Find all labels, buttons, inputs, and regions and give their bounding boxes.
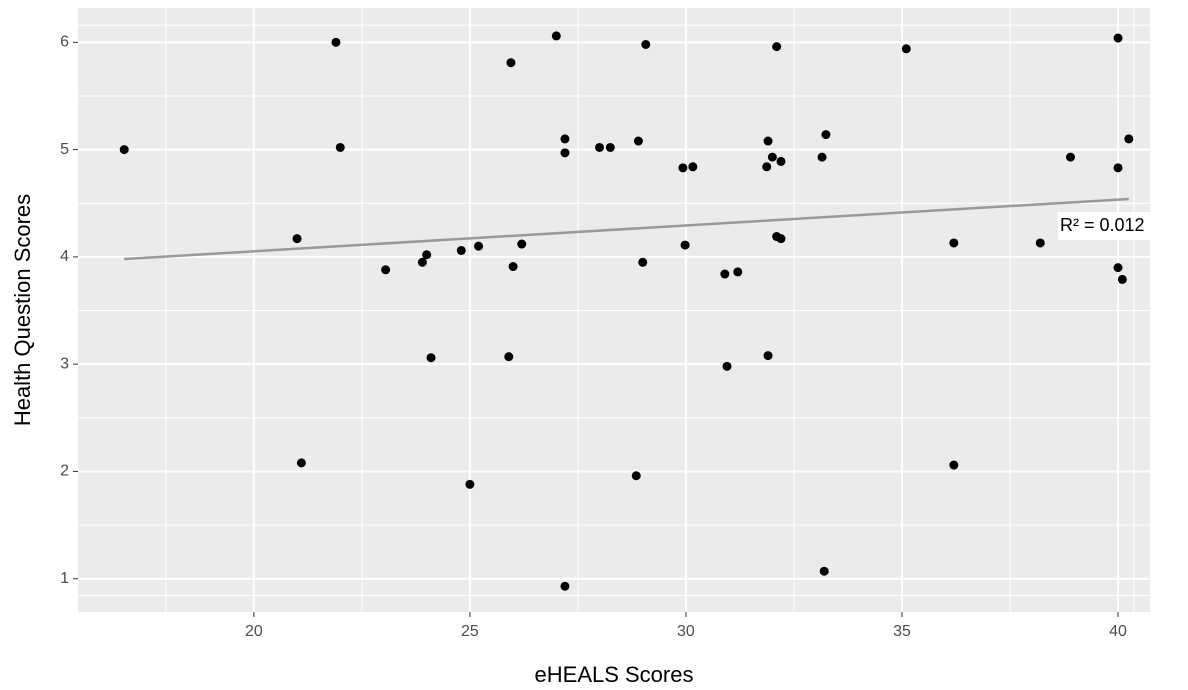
y-tick-label: 6: [60, 34, 69, 51]
point: [631, 471, 641, 481]
y-tick-label: 2: [60, 463, 69, 480]
point: [331, 37, 341, 47]
point: [633, 136, 643, 146]
point: [641, 39, 651, 49]
point: [560, 581, 570, 591]
trend-line: [124, 197, 1129, 261]
point: [474, 241, 484, 251]
x-axis-title: eHEALS Scores: [535, 662, 694, 687]
point: [817, 152, 827, 162]
point: [819, 566, 829, 576]
point: [465, 479, 475, 489]
annotation: R² = 0.012: [1060, 215, 1145, 235]
point: [949, 238, 959, 248]
point: [638, 257, 648, 267]
point: [560, 134, 570, 144]
point: [456, 245, 466, 255]
point: [119, 145, 129, 155]
point: [417, 257, 427, 267]
point: [776, 234, 786, 244]
x-tick-label: 40: [1109, 623, 1127, 640]
panel: [78, 8, 1150, 612]
point: [1113, 163, 1123, 173]
point: [688, 162, 698, 172]
point: [772, 42, 782, 52]
point: [1065, 152, 1075, 162]
point: [776, 156, 786, 166]
point: [426, 353, 436, 363]
point: [767, 152, 777, 162]
point: [1113, 263, 1123, 273]
point: [722, 361, 732, 371]
annotation-box: [1058, 212, 1178, 240]
point: [678, 163, 688, 173]
point: [720, 269, 730, 279]
point: [335, 142, 345, 152]
point: [1124, 134, 1134, 144]
y-axis-title: Health Question Scores: [10, 194, 35, 426]
point: [296, 458, 306, 468]
point: [508, 262, 518, 272]
y-tick-label: 1: [60, 570, 69, 587]
point: [517, 239, 527, 249]
point: [504, 352, 514, 362]
point: [949, 460, 959, 470]
point: [506, 58, 516, 68]
point: [733, 267, 743, 277]
point: [551, 31, 561, 41]
point: [560, 148, 570, 158]
point: [381, 265, 391, 275]
marks: [119, 31, 1134, 591]
x-tick-label: 20: [245, 623, 263, 640]
point: [821, 130, 831, 140]
point: [680, 240, 690, 250]
point: [605, 142, 615, 152]
point: [595, 142, 605, 152]
point: [422, 250, 432, 260]
y-tick-label: 4: [60, 248, 69, 265]
grid: [78, 8, 1150, 612]
point: [1117, 274, 1127, 284]
x-tick-label: 35: [893, 623, 911, 640]
point: [292, 234, 302, 244]
x-tick-label: 30: [677, 623, 695, 640]
x-tick-label: 25: [461, 623, 479, 640]
point: [1113, 33, 1123, 43]
point: [763, 136, 773, 146]
y-tick-label: 5: [60, 141, 69, 158]
y-tick-label: 3: [60, 355, 69, 372]
point: [1035, 238, 1045, 248]
point: [763, 351, 773, 361]
point: [762, 162, 772, 172]
point: [901, 44, 911, 54]
